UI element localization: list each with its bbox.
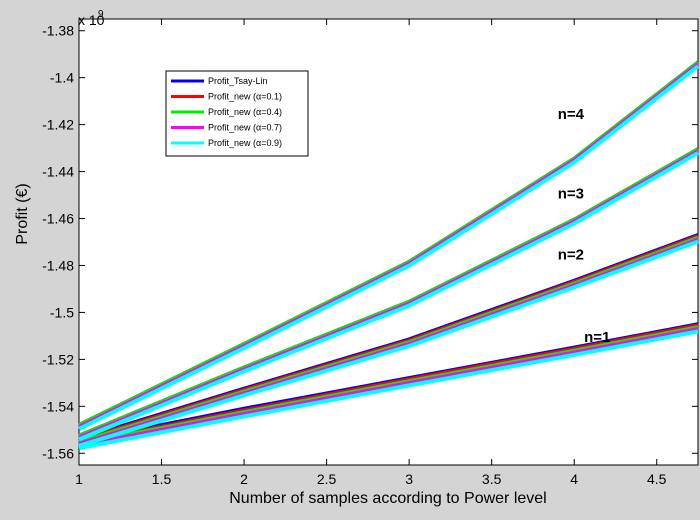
legend-entry: Profit_new (α=0.1): [208, 92, 282, 102]
series-line: [78, 329, 699, 451]
x-tick-label: 1: [75, 471, 83, 487]
legend-entry: Profit_new (α=0.7): [208, 123, 282, 133]
x-tick-label: 4.5: [647, 471, 667, 487]
y-exponent-label: x 10: [78, 12, 105, 28]
x-tick-label: 1.5: [152, 471, 172, 487]
y-tick-label: -1.46: [42, 211, 74, 227]
series-lines: [78, 60, 700, 451]
group-label: n=3: [558, 186, 584, 203]
x-tick-label: 4: [570, 471, 578, 487]
y-tick-label: -1.48: [42, 257, 74, 273]
x-tick-label: 2: [240, 471, 248, 487]
legend: Profit_Tsay-Lin Profit_new (α=0.1) Profit_…: [165, 70, 309, 157]
group-annotations: n=1 n=2 n=3 n=4: [558, 106, 611, 346]
x-tick-label: 3.5: [482, 471, 502, 487]
legend-entry: Profit_Tsay-Lin: [208, 76, 268, 86]
y-tick-label: -1.38: [42, 23, 74, 39]
group-label: n=1: [584, 329, 610, 346]
axis-ticks: 1 1.5 2 2.5 3 3.5 4 4.5 -1.56 -1.54 -1.52 -1.5 -1.48…: [42, 19, 698, 487]
group-label: n=2: [558, 247, 584, 264]
y-axis-label: Profit (€): [14, 183, 31, 244]
y-exponent-power: 9: [98, 9, 104, 20]
series-line: [78, 151, 699, 442]
y-tick-label: -1.42: [42, 117, 74, 133]
y-tick-label: -1.5: [50, 304, 74, 320]
x-axis-label: Number of samples according to Power lev…: [229, 490, 546, 507]
legend-entry: Profit_new (α=0.4): [208, 107, 282, 117]
y-tick-label: -1.52: [42, 351, 74, 367]
y-tick-label: -1.44: [42, 164, 74, 180]
group-label: n=4: [558, 106, 585, 123]
x-tick-label: 2.5: [317, 471, 337, 487]
series-line: [78, 327, 699, 448]
y-tick-label: -1.54: [42, 398, 74, 414]
legend-entry: Profit_new (α=0.9): [208, 138, 282, 148]
series-line: [78, 64, 700, 431]
y-tick-label: -1.4: [50, 70, 74, 86]
x-tick-label: 3: [405, 471, 413, 487]
y-tick-label: -1.56: [42, 445, 74, 461]
series-line: [78, 239, 699, 448]
